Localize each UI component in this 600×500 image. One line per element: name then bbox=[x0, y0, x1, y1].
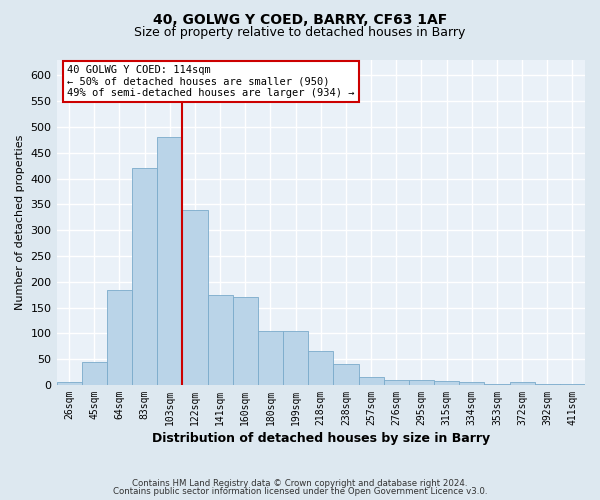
Bar bbox=[434, 381, 459, 385]
Y-axis label: Number of detached properties: Number of detached properties bbox=[15, 135, 25, 310]
Text: 40, GOLWG Y COED, BARRY, CF63 1AF: 40, GOLWG Y COED, BARRY, CF63 1AF bbox=[153, 12, 447, 26]
Bar bbox=[359, 377, 383, 385]
Bar bbox=[157, 138, 182, 385]
Bar bbox=[283, 331, 308, 385]
Bar bbox=[459, 382, 484, 385]
Bar bbox=[107, 290, 132, 385]
Bar bbox=[509, 382, 535, 385]
Bar bbox=[208, 294, 233, 385]
X-axis label: Distribution of detached houses by size in Barry: Distribution of detached houses by size … bbox=[152, 432, 490, 445]
Text: Contains HM Land Registry data © Crown copyright and database right 2024.: Contains HM Land Registry data © Crown c… bbox=[132, 478, 468, 488]
Bar bbox=[560, 384, 585, 385]
Text: Size of property relative to detached houses in Barry: Size of property relative to detached ho… bbox=[134, 26, 466, 39]
Bar bbox=[484, 384, 509, 385]
Bar bbox=[56, 382, 82, 385]
Bar bbox=[132, 168, 157, 385]
Bar bbox=[308, 352, 334, 385]
Text: 40 GOLWG Y COED: 114sqm
← 50% of detached houses are smaller (950)
49% of semi-d: 40 GOLWG Y COED: 114sqm ← 50% of detache… bbox=[67, 65, 355, 98]
Bar bbox=[409, 380, 434, 385]
Bar bbox=[258, 331, 283, 385]
Bar bbox=[182, 210, 208, 385]
Bar bbox=[334, 364, 359, 385]
Bar bbox=[535, 384, 560, 385]
Bar bbox=[233, 298, 258, 385]
Text: Contains public sector information licensed under the Open Government Licence v3: Contains public sector information licen… bbox=[113, 487, 487, 496]
Bar bbox=[82, 362, 107, 385]
Bar bbox=[383, 380, 409, 385]
